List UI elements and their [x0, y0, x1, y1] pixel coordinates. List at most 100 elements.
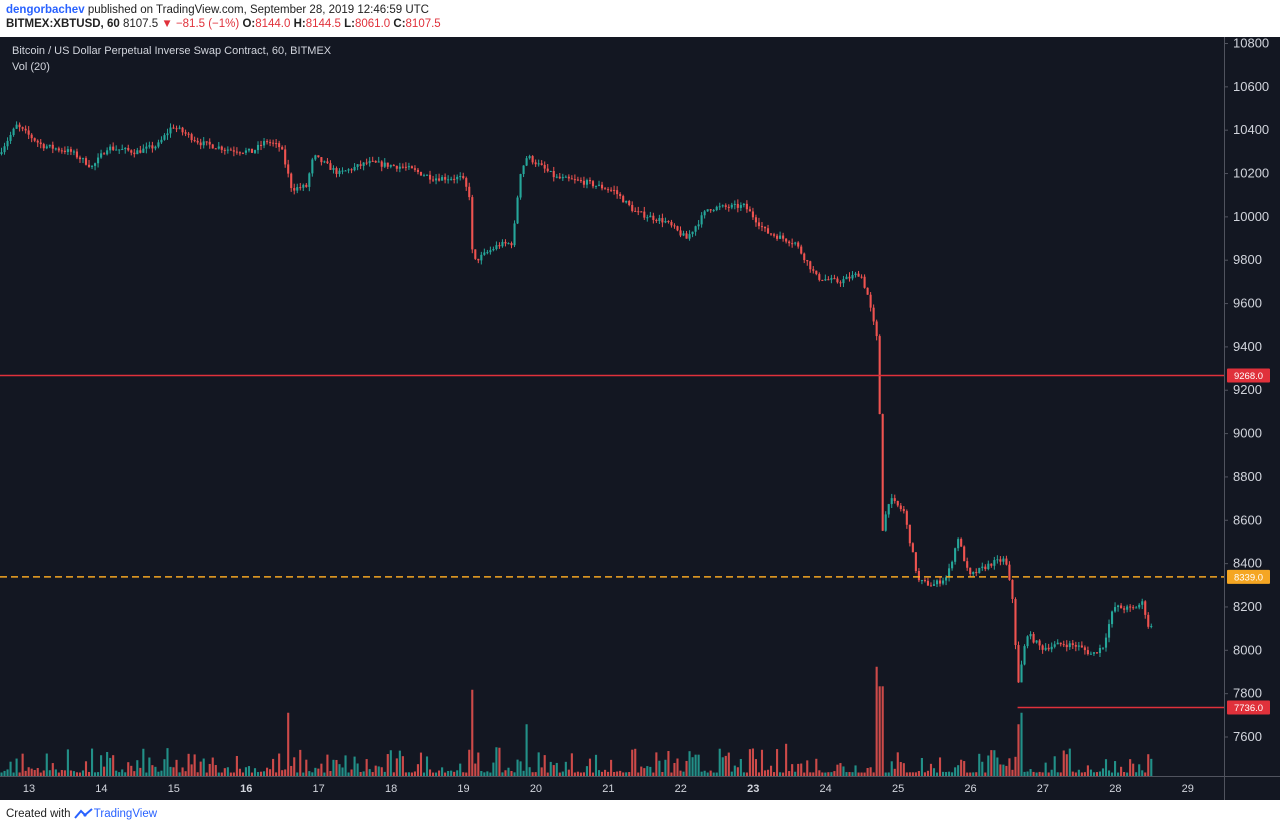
candle [818, 274, 821, 280]
volume-bar [531, 772, 534, 776]
candle [622, 196, 625, 203]
volume-bar [607, 771, 610, 776]
time-tick-label: 22 [675, 783, 687, 795]
candle [118, 149, 121, 151]
volume-bar [670, 772, 673, 776]
volume-bar [241, 772, 244, 776]
volume-bar [1147, 754, 1150, 776]
candle [742, 203, 745, 206]
volume-bar [715, 772, 718, 776]
candle [24, 128, 27, 131]
candle [266, 141, 269, 143]
candle [670, 221, 673, 226]
candle [848, 276, 851, 279]
volume-bar [329, 771, 332, 776]
price-tick-label: 10000 [1233, 209, 1269, 224]
volume-bar [501, 772, 504, 776]
volume-bar [908, 772, 911, 776]
volume-bar [821, 772, 824, 776]
volume-bar [229, 772, 232, 776]
volume-bar [573, 772, 576, 776]
volume-bar [890, 761, 893, 776]
candle [407, 166, 410, 168]
volume-bar [477, 752, 480, 776]
candle [244, 150, 248, 153]
candle [320, 157, 323, 163]
volume-bar [522, 770, 525, 776]
level-price-tag [1227, 569, 1270, 584]
volume-bar [637, 772, 640, 776]
candle [555, 176, 558, 178]
volume-bar [410, 772, 413, 776]
price-tick-label: 10400 [1233, 122, 1269, 137]
candle [899, 505, 902, 510]
candle [519, 174, 522, 198]
volume-bar [272, 758, 275, 776]
volume-bar [760, 749, 764, 776]
volume-bar [269, 769, 272, 776]
chart-area[interactable]: 7600 7800 8000 8200 8400 8600 8800 9000 9200 9400… [0, 37, 1280, 800]
candle [438, 178, 441, 181]
volume-bar [350, 769, 353, 776]
volume-bar [769, 765, 773, 776]
candle [570, 178, 573, 180]
candle [1050, 646, 1053, 650]
tradingview-brand[interactable]: TradingView [93, 808, 158, 821]
volume-bar [450, 770, 453, 776]
volume-bar [30, 768, 33, 776]
level-price-label: 9268.0 [1234, 371, 1263, 382]
candle [821, 279, 824, 281]
volume-bar [1068, 748, 1071, 776]
volume-bar [223, 768, 226, 776]
candle [404, 166, 407, 168]
volume-bar [42, 770, 45, 776]
candle [673, 225, 676, 227]
candle [299, 187, 302, 189]
candle [1120, 605, 1123, 609]
volume-bar [1008, 758, 1011, 776]
volume-bar [377, 766, 380, 776]
volume-bar [169, 766, 172, 776]
candle [646, 217, 649, 219]
candle [582, 180, 585, 185]
candle [1041, 645, 1044, 650]
volume-bar [935, 772, 939, 776]
candle [941, 580, 945, 584]
volume-bar [972, 772, 975, 776]
volume-bar [266, 767, 269, 776]
candle [1089, 653, 1092, 655]
price-chart[interactable]: 7600 7800 8000 8200 8400 8600 8800 9000 9200 9400… [0, 37, 1280, 800]
volume-bar [12, 772, 15, 776]
candle [226, 149, 229, 151]
candle [643, 211, 646, 218]
volume-bar [788, 771, 791, 776]
author-link[interactable]: dengorbachev [6, 4, 85, 16]
candle [223, 149, 226, 151]
candle [1080, 645, 1083, 648]
volume-bar [866, 768, 869, 776]
candle [1008, 564, 1011, 580]
volume-bar [380, 767, 383, 776]
time-tick-label: 23 [747, 783, 759, 795]
volume-bar [1117, 772, 1120, 776]
volume-bar [999, 764, 1002, 776]
level-labels: 9268.0 8339.0 7736.0 [1227, 368, 1270, 715]
volume-bar [926, 770, 930, 776]
volume-bar [525, 724, 528, 776]
volume-bar [791, 764, 794, 776]
candle [259, 144, 263, 146]
candle [81, 158, 85, 160]
candle [929, 585, 933, 587]
volume-bar [631, 749, 634, 776]
candle [812, 269, 815, 271]
candle [148, 145, 151, 147]
volume-bar [154, 766, 157, 776]
candle [863, 276, 866, 288]
candle [1038, 640, 1041, 646]
volume-bar [896, 752, 899, 776]
candle [169, 127, 172, 134]
candle [290, 173, 293, 189]
volume-bar [103, 766, 106, 776]
volume-bar [293, 757, 296, 776]
volume-bar [567, 769, 570, 776]
